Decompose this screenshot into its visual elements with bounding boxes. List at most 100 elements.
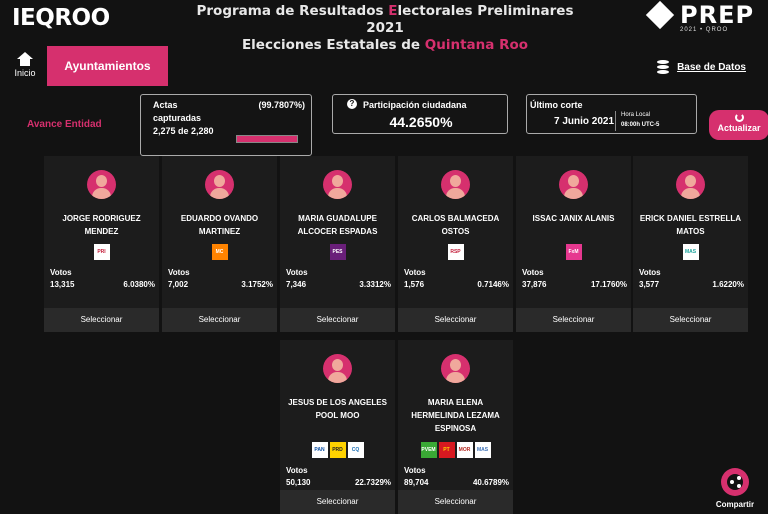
seleccionar-button[interactable]: Seleccionar	[633, 308, 748, 332]
votos-label: Votos	[286, 466, 308, 475]
actualizar-button[interactable]: Actualizar	[709, 110, 768, 140]
page-title: Programa de Resultados Electorales Preli…	[190, 3, 580, 54]
votos-label: Votos	[50, 268, 72, 277]
candidate-avatar	[87, 170, 116, 199]
party-logo-pt-icon: PT	[438, 442, 455, 458]
party-logo-pes-icon: PES	[329, 244, 346, 260]
seleccionar-button[interactable]: Seleccionar	[280, 490, 395, 514]
candidate-avatar	[205, 170, 234, 199]
actas-progress-fill	[237, 136, 297, 142]
base-de-datos-link[interactable]: Base de Datos	[657, 60, 746, 74]
actas-capturadas-box: Actas capturadas 2,275 de 2,280 (99.7807…	[140, 94, 312, 156]
party-logos: MC	[162, 244, 277, 260]
candidate-card: ISSAC JANIX ALANIS FxM Votos 37,876 17.1760%…	[516, 156, 631, 332]
candidate-name: JORGE RODRIGUEZ MENDEZ	[62, 214, 141, 236]
seleccionar-button[interactable]: Seleccionar	[398, 490, 513, 514]
ultimo-corte-box: Último corte 7 Junio 2021 Hora Local 08:…	[526, 94, 697, 134]
votos-label: Votos	[522, 268, 544, 277]
votos-percentage: 22.7329%	[354, 478, 391, 487]
votos-label: Votos	[168, 268, 190, 277]
divider	[615, 111, 616, 131]
tab-ayuntamientos[interactable]: Ayuntamientos	[47, 46, 168, 86]
candidate-card: ERICK DANIEL ESTRELLA MATOS MAS Votos 3,577…	[633, 156, 748, 332]
party-logos: PVEM PT MOR MAS	[398, 442, 513, 458]
candidate-card: JESUS DE LOS ANGELES POOL MOO PAN PRD CQ Vot…	[280, 340, 395, 514]
seleccionar-button[interactable]: Seleccionar	[280, 308, 395, 332]
party-logos: PAN PRD CQ	[280, 442, 395, 458]
candidate-name: MARIA ELENA HERMELINDA LEZAMA ESPINOSA	[411, 398, 500, 433]
candidate-card: EDUARDO OVANDO MARTINEZ MC Votos 7,002 3.175…	[162, 156, 277, 332]
votos-count: 3,577	[639, 280, 660, 289]
party-logos: MAS	[633, 244, 748, 260]
votos-count: 89,704	[404, 478, 429, 487]
candidate-name: JESUS DE LOS ANGELES POOL MOO	[288, 398, 387, 420]
ieqroo-logo[interactable]: IEQROO	[12, 5, 110, 31]
party-logos: RSP	[398, 244, 513, 260]
party-logo-mc-icon: MC	[211, 244, 228, 260]
share-button[interactable]: Compartir	[711, 468, 759, 509]
candidate-card: JORGE RODRIGUEZ MENDEZ PRI Votos 13,315 6.03…	[44, 156, 159, 332]
party-logos: PES	[280, 244, 395, 260]
participacion-box: ? Participación ciudadana 44.2650%	[332, 94, 508, 134]
candidate-name: EDUARDO OVANDO MARTINEZ	[180, 214, 259, 236]
candidate-name: CARLOS BALMACEDA OSTOS	[411, 214, 500, 236]
seleccionar-button[interactable]: Seleccionar	[162, 308, 277, 332]
avance-entidad-label: Avance Entidad	[27, 119, 102, 130]
candidate-card: MARIA ELENA HERMELINDA LEZAMA ESPINOSA PV…	[398, 340, 513, 514]
party-logo-rsp-icon: RSP	[447, 244, 464, 260]
prep-logo: PREP 2021 • QROO	[645, 0, 758, 37]
actas-progress-bar	[236, 135, 298, 143]
party-logo-verde-icon: PVEM	[420, 442, 437, 458]
votos-percentage: 6.0380%	[123, 280, 155, 289]
party-logos: PRI	[44, 244, 159, 260]
actas-percentage: (99.7807%)	[258, 100, 305, 110]
candidate-avatar	[441, 170, 470, 199]
party-logo-pan-icon: PAN	[311, 442, 328, 458]
party-logo-fuerza-icon: FxM	[565, 244, 582, 260]
votos-percentage: 3.1752%	[241, 280, 273, 289]
votos-label: Votos	[404, 466, 426, 475]
home-link[interactable]: Inicio	[8, 52, 42, 78]
title-line-2: Elecciones Estatales de Quintana Roo	[241, 37, 529, 53]
votos-label: Votos	[639, 268, 661, 277]
candidate-avatar	[559, 170, 588, 199]
seleccionar-button[interactable]: Seleccionar	[516, 308, 631, 332]
home-icon	[17, 52, 33, 66]
seleccionar-button[interactable]: Seleccionar	[44, 308, 159, 332]
party-logo-pri-icon: PRI	[93, 244, 110, 260]
candidate-avatar	[441, 354, 470, 383]
party-logo-mas-icon: MAS	[682, 244, 699, 260]
refresh-icon	[734, 113, 744, 122]
votos-count: 13,315	[50, 280, 75, 289]
candidate-name: ISSAC JANIX ALANIS	[532, 214, 615, 223]
party-logo-mas2-icon: MAS	[474, 442, 491, 458]
candidate-name: MARIA GUADALUPE ALCOCER ESPADAS	[297, 214, 378, 236]
party-logos: FxM	[516, 244, 631, 260]
seleccionar-button[interactable]: Seleccionar	[398, 308, 513, 332]
participacion-value: 44.2650%	[389, 114, 453, 130]
party-logo-morena-icon: MOR	[456, 442, 473, 458]
votos-count: 7,002	[168, 280, 189, 289]
votos-count: 37,876	[522, 280, 547, 289]
database-icon	[657, 60, 670, 74]
votos-count: 7,346	[286, 280, 307, 289]
votos-label: Votos	[404, 268, 426, 277]
corte-date: 7 Junio 2021	[554, 116, 615, 127]
party-logo-cq-icon: CQ	[347, 442, 364, 458]
candidate-avatar	[676, 170, 705, 199]
votos-percentage: 40.6789%	[472, 478, 509, 487]
candidate-avatar	[323, 354, 352, 383]
candidate-avatar	[323, 170, 352, 199]
votos-percentage: 1.6220%	[712, 280, 744, 289]
votos-percentage: 0.7146%	[477, 280, 509, 289]
candidate-name: ERICK DANIEL ESTRELLA MATOS	[639, 214, 742, 236]
votos-percentage: 17.1760%	[590, 280, 627, 289]
candidate-card: MARIA GUADALUPE ALCOCER ESPADAS PES Votos 7…	[280, 156, 395, 332]
question-icon[interactable]: ?	[347, 99, 357, 109]
party-logo-prd-icon: PRD	[329, 442, 346, 458]
votos-label: Votos	[286, 268, 308, 277]
candidate-card: CARLOS BALMACEDA OSTOS RSP Votos 1,576 0.714…	[398, 156, 513, 332]
title-line-1: Programa de Resultados Electorales Preli…	[196, 3, 574, 36]
votos-percentage: 3.3312%	[359, 280, 391, 289]
header: IEQROO Programa de Resultados Electorale…	[0, 0, 768, 53]
